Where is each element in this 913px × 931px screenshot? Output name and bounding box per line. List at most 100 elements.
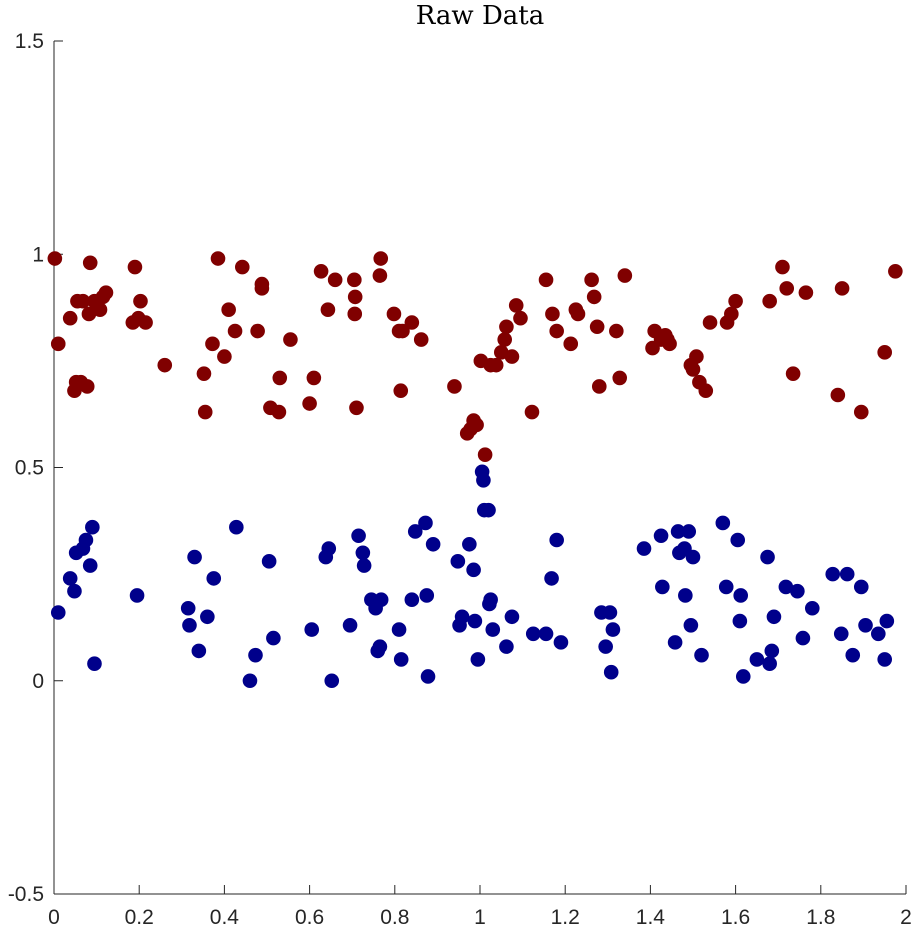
data-point bbox=[488, 357, 504, 373]
data-point bbox=[678, 588, 693, 603]
data-point bbox=[50, 336, 66, 352]
data-point bbox=[467, 613, 483, 629]
series-1 bbox=[47, 251, 903, 463]
data-points bbox=[47, 251, 903, 689]
data-point bbox=[733, 588, 749, 603]
data-point bbox=[450, 554, 466, 569]
data-point bbox=[75, 293, 91, 309]
data-point bbox=[589, 319, 605, 335]
data-point bbox=[670, 524, 686, 539]
x-tick-label: 1.8 bbox=[806, 906, 835, 929]
data-point bbox=[205, 336, 220, 352]
data-point bbox=[342, 618, 358, 633]
y-tick-label: -0.5 bbox=[8, 883, 44, 906]
y-tick-label: 0.5 bbox=[15, 457, 44, 480]
data-point bbox=[234, 259, 250, 275]
data-point bbox=[683, 618, 699, 633]
data-point bbox=[591, 379, 607, 394]
data-point bbox=[513, 310, 528, 326]
x-tick-label: 1.2 bbox=[551, 906, 580, 929]
data-point bbox=[81, 306, 97, 322]
x-tick-label: 1 bbox=[474, 906, 486, 929]
data-point bbox=[544, 571, 559, 586]
data-point bbox=[254, 276, 270, 292]
data-point bbox=[347, 306, 363, 322]
data-point bbox=[830, 387, 846, 403]
data-point bbox=[728, 293, 743, 309]
x-tick-label: 0.2 bbox=[125, 906, 154, 929]
data-point bbox=[798, 285, 814, 300]
data-point bbox=[356, 558, 372, 573]
data-point bbox=[393, 652, 409, 667]
data-point bbox=[499, 319, 514, 335]
data-point bbox=[764, 643, 780, 659]
data-point bbox=[420, 669, 436, 684]
data-point bbox=[304, 622, 320, 637]
data-point bbox=[206, 571, 222, 586]
data-point bbox=[605, 622, 621, 637]
data-point bbox=[271, 404, 287, 420]
data-point bbox=[85, 519, 100, 535]
y-tick-label: 1.5 bbox=[15, 30, 44, 53]
data-point bbox=[508, 298, 524, 313]
data-point bbox=[404, 315, 420, 330]
axes: 0 0.2 0.4 0.6 0.8 1 1.2 1.4 1.6 1.8 2-0.500.511.5 bbox=[8, 30, 912, 929]
data-point bbox=[553, 635, 569, 650]
data-point bbox=[653, 528, 669, 544]
data-point bbox=[386, 306, 402, 322]
data-point bbox=[617, 268, 633, 283]
data-point bbox=[250, 323, 265, 339]
data-point bbox=[762, 293, 777, 309]
data-point bbox=[584, 272, 599, 288]
data-point bbox=[775, 259, 790, 275]
data-point bbox=[762, 656, 777, 671]
data-point bbox=[570, 306, 586, 322]
data-point bbox=[525, 626, 541, 642]
data-point bbox=[266, 630, 281, 646]
data-point bbox=[760, 549, 775, 565]
data-point bbox=[476, 472, 491, 488]
data-point bbox=[229, 519, 244, 535]
data-point bbox=[853, 404, 869, 420]
data-point bbox=[327, 272, 343, 288]
data-point bbox=[217, 349, 232, 364]
data-point bbox=[407, 524, 423, 539]
chart-title: Raw Data bbox=[416, 1, 545, 31]
data-point bbox=[373, 592, 389, 608]
data-point bbox=[766, 609, 782, 625]
data-point bbox=[127, 259, 143, 275]
data-point bbox=[227, 323, 243, 339]
data-point bbox=[871, 626, 886, 642]
data-point bbox=[180, 600, 196, 616]
data-point bbox=[477, 447, 493, 463]
data-point bbox=[715, 515, 731, 531]
data-point bbox=[549, 532, 564, 548]
data-point bbox=[351, 528, 366, 544]
data-point bbox=[321, 541, 337, 556]
data-point bbox=[419, 588, 435, 603]
data-point bbox=[67, 583, 82, 599]
x-tick-label: 1.4 bbox=[636, 906, 666, 929]
data-point bbox=[497, 332, 513, 347]
data-point bbox=[62, 310, 78, 326]
x-tick-label: 2 bbox=[900, 906, 912, 929]
data-point bbox=[702, 315, 718, 330]
data-point bbox=[698, 383, 714, 399]
data-point bbox=[425, 536, 441, 552]
data-point bbox=[877, 652, 892, 667]
data-point bbox=[221, 302, 236, 317]
data-point bbox=[469, 417, 484, 433]
data-point bbox=[391, 622, 407, 637]
data-point bbox=[685, 362, 701, 377]
data-point bbox=[655, 579, 670, 595]
data-point bbox=[549, 323, 564, 339]
data-point bbox=[320, 302, 336, 317]
data-point bbox=[454, 609, 470, 625]
data-point bbox=[504, 349, 520, 364]
data-point bbox=[735, 669, 751, 684]
data-point bbox=[563, 336, 579, 352]
data-point bbox=[689, 349, 704, 364]
data-point bbox=[347, 289, 363, 305]
data-point bbox=[210, 251, 226, 266]
